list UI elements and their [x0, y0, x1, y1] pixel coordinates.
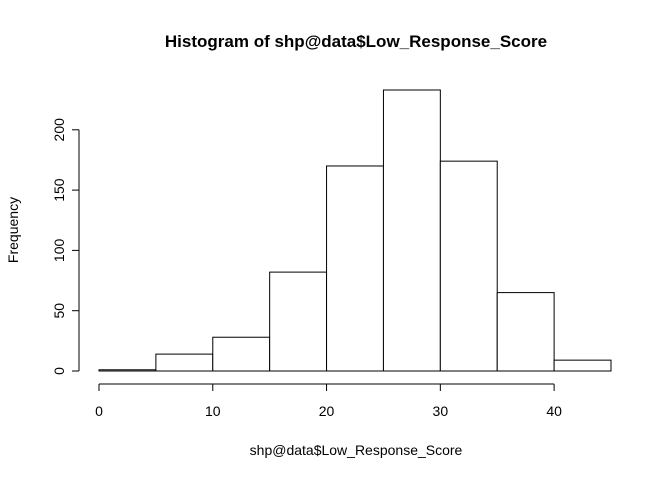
histogram-bar [326, 165, 384, 372]
x-axis: 0 10 20 30 40 [95, 383, 562, 419]
y-tick-label: 100 [51, 239, 67, 263]
y-axis: 0 50 100 150 200 [51, 118, 80, 375]
y-tick-label: 150 [51, 178, 67, 202]
x-tick-label: 0 [95, 403, 103, 419]
x-tick-label: 20 [319, 403, 335, 419]
x-tick-label: 30 [433, 403, 449, 419]
histogram-bar [269, 271, 328, 372]
histogram-bar [212, 336, 271, 372]
histogram-bar [155, 353, 214, 372]
histogram-bar [496, 292, 555, 372]
y-axis-label: Frequency [5, 197, 21, 263]
histogram-bar [382, 89, 441, 372]
x-tick-label: 40 [546, 403, 562, 419]
y-tick-label: 200 [51, 118, 67, 142]
y-tick-label: 50 [51, 303, 67, 319]
y-tick-label: 0 [51, 367, 67, 375]
chart-title: Histogram of shp@data$Low_Response_Score [165, 32, 547, 51]
histogram-bar [439, 160, 498, 372]
x-tick-label: 10 [205, 403, 221, 419]
histogram-bar [553, 359, 612, 372]
histogram-bar [98, 369, 157, 372]
x-axis-label: shp@data$Low_Response_Score [250, 442, 463, 458]
bars-group [98, 89, 612, 372]
